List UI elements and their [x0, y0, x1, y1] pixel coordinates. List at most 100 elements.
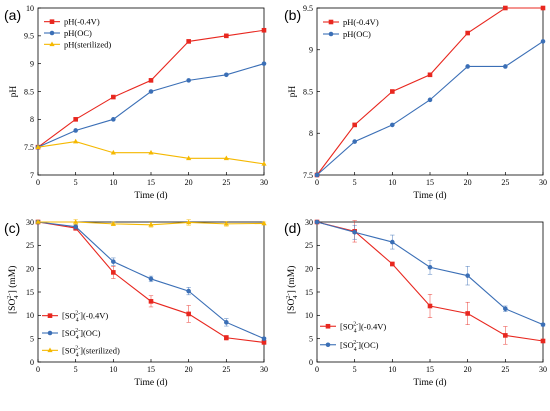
- y-tick-label: 0: [30, 358, 34, 367]
- square-marker: [427, 303, 433, 309]
- circle-marker: [224, 72, 229, 78]
- y-tick-label: 25: [26, 241, 34, 250]
- x-axis-title: Time (d): [413, 190, 446, 201]
- x-tick-label: 30: [260, 365, 268, 374]
- square-marker: [540, 5, 546, 11]
- label-text: [SO: [62, 311, 76, 321]
- circle-marker: [111, 259, 116, 264]
- square-marker: [186, 311, 191, 317]
- legend-label: pH(-0.4V): [343, 17, 379, 27]
- legend-entry: pH(-0.4V): [323, 17, 379, 27]
- y-tick-label: 0: [309, 358, 313, 367]
- legend-label: pH(OC): [64, 28, 92, 38]
- square-marker: [503, 5, 508, 11]
- y-tick-label: 8.5: [303, 87, 313, 96]
- series-1: [35, 61, 267, 150]
- series-line: [37, 63, 265, 148]
- square-marker: [427, 72, 433, 78]
- triangle-marker: [35, 219, 41, 224]
- square-marker: [390, 89, 395, 94]
- legend-entry: [SO42-](-0.4V): [320, 321, 386, 334]
- legend-entry: [SO42-](sterilized): [42, 345, 120, 358]
- legend-entry: [SO42-](OC): [42, 328, 101, 341]
- triangle-marker: [223, 155, 229, 161]
- legend: pH(-0.4V)pH(OC)pH(sterilized): [44, 17, 111, 49]
- circle-marker: [261, 336, 267, 341]
- plot-frame: [37, 221, 265, 363]
- subscript-text: 4: [354, 347, 357, 353]
- legend-entry: pH(sterilized): [44, 39, 111, 49]
- triangle-marker: [35, 144, 41, 149]
- circle-marker: [328, 31, 334, 37]
- subscript-text: 4: [76, 318, 79, 324]
- square-marker: [465, 30, 470, 36]
- label-text: ] (mM): [286, 266, 297, 294]
- circle-marker: [465, 273, 470, 278]
- subscript-text: 4: [76, 335, 79, 341]
- square-marker: [73, 117, 78, 122]
- legend-label: pH(sterilized): [64, 39, 111, 49]
- x-tick-label: 15: [147, 178, 155, 187]
- circle-marker: [314, 172, 320, 178]
- triangle-marker: [261, 220, 267, 226]
- square-marker: [148, 299, 154, 304]
- legend-label: pH(OC): [343, 29, 371, 39]
- circle-marker: [148, 276, 154, 282]
- x-tick-label: 20: [464, 178, 472, 187]
- superscript-text: 2-: [6, 293, 13, 298]
- y-tick-label: 7: [30, 171, 34, 180]
- superscript-text: 2-: [285, 293, 292, 298]
- series-2: [35, 219, 267, 228]
- y-tick-label: 10: [26, 311, 34, 320]
- legend-label: [SO42-](-0.4V): [340, 321, 386, 334]
- triangle-marker: [73, 138, 79, 144]
- label-text: [SO: [340, 321, 354, 331]
- y-tick-label: 5: [309, 334, 313, 343]
- y-tick-label: 10: [26, 4, 34, 13]
- triangle-marker: [261, 161, 267, 166]
- square-marker: [224, 33, 229, 39]
- x-tick-label: 5: [74, 178, 78, 187]
- circle-marker: [111, 117, 116, 122]
- y-tick-label: 9.5: [303, 4, 313, 13]
- circle-marker: [540, 39, 546, 44]
- square-marker: [328, 19, 334, 25]
- y-tick-label: 10: [305, 311, 313, 320]
- circle-marker: [352, 139, 357, 144]
- y-tick-label: 20: [305, 264, 313, 273]
- square-marker: [465, 311, 470, 316]
- square-marker: [47, 313, 53, 318]
- panel-label: (b): [284, 7, 301, 23]
- series-0: [35, 219, 267, 345]
- panel-label: (a): [4, 7, 21, 23]
- triangle-marker: [223, 221, 229, 226]
- square-marker: [325, 323, 331, 329]
- x-tick-label: 10: [388, 365, 396, 374]
- chart-panel-a: (a) 0 5 10 15 20 25 30 7 7.5 8 8.5 9 9.5 10 Time (d) pH p…: [4, 4, 268, 201]
- y-tick-label: 8.5: [24, 87, 34, 96]
- superscript-text: 2-: [75, 311, 80, 317]
- square-marker: [352, 122, 357, 128]
- square-marker: [390, 261, 395, 267]
- x-tick-label: 20: [185, 178, 193, 187]
- x-axis-title: Time (d): [413, 377, 446, 388]
- y-tick-label: 25: [305, 241, 313, 250]
- circle-marker: [540, 322, 546, 327]
- y-tick-label: 9: [30, 59, 34, 68]
- x-tick-label: 5: [353, 178, 357, 187]
- subscript-text: 4: [292, 295, 299, 299]
- circle-marker: [427, 264, 433, 270]
- y-tick-label: 15: [305, 288, 313, 297]
- y-tick-label: 7.5: [24, 143, 34, 152]
- x-tick-label: 15: [426, 178, 434, 187]
- label-text: [SO: [62, 345, 76, 355]
- x-tick-label: 25: [501, 365, 509, 374]
- x-tick-label: 15: [147, 365, 155, 374]
- x-tick-label: 0: [36, 365, 40, 374]
- triangle-marker: [186, 219, 192, 225]
- legend: pH(-0.4V) pH(OC): [323, 17, 379, 39]
- y-tick-label: 7.5: [303, 171, 313, 180]
